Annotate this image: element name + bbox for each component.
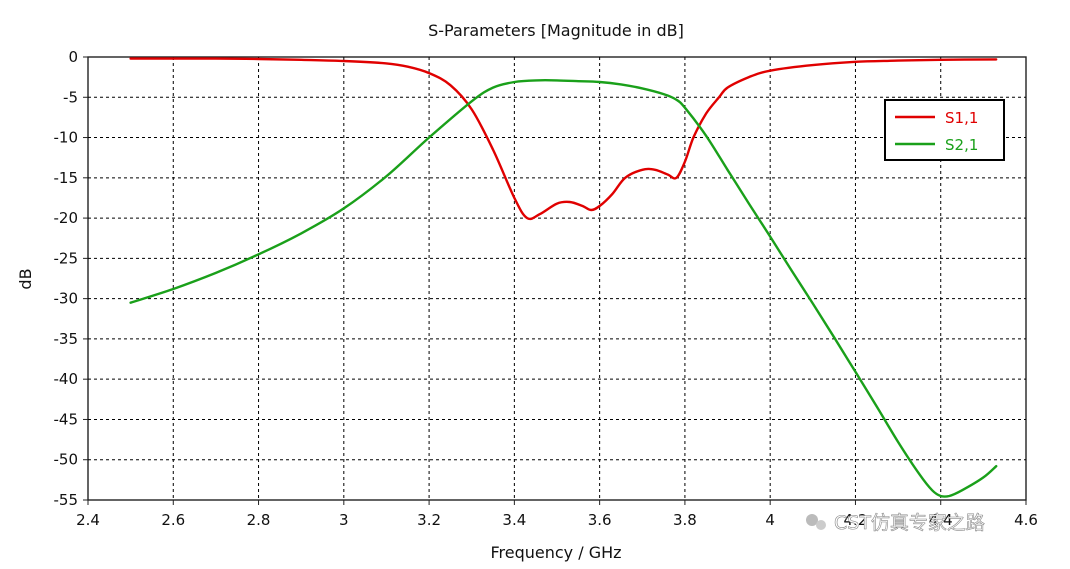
x-axis-label: Frequency / GHz	[490, 543, 621, 562]
series-line-s11	[129, 57, 998, 221]
x-tick-label: 4.6	[1014, 511, 1038, 529]
y-tick-label: -15	[54, 169, 79, 187]
y-tick-label: -25	[54, 249, 79, 267]
x-tick-label: 3.6	[588, 511, 612, 529]
x-tick-label: 4	[765, 511, 775, 529]
x-tick-label: 2.8	[247, 511, 271, 529]
y-tick-label: -10	[54, 129, 79, 147]
legend-label-s21: S2,1	[945, 136, 978, 154]
x-tick-label: 3	[339, 511, 349, 529]
x-tick-label: 4.2	[844, 511, 868, 529]
x-tick-label: 3.4	[502, 511, 526, 529]
series-line-s21	[129, 79, 998, 498]
y-axis-label: dB	[16, 268, 35, 289]
chart-title: S-Parameters [Magnitude in dB]	[428, 21, 684, 40]
wechat-icon-bubble	[806, 514, 818, 526]
y-tick-label: -35	[54, 330, 79, 348]
y-tick-label: -20	[54, 209, 79, 227]
x-axis-ticks: 2.4 2.6 2.8 3 3.2 3.4 3.6 3.8 4 4.2 4.4 4.6	[76, 500, 1038, 529]
plot-area	[87, 56, 1027, 501]
y-tick-label: -40	[54, 370, 79, 388]
y-tick-label: -50	[54, 451, 79, 469]
legend-label-s11: S1,1	[945, 109, 978, 127]
watermark: CST仿真专家之路	[803, 509, 985, 535]
wechat-icon-bubble-2	[816, 520, 826, 530]
x-tick-label: 3.2	[417, 511, 441, 529]
y-tick-label: 0	[68, 48, 78, 66]
x-tick-label: 3.8	[673, 511, 697, 529]
y-tick-label: -45	[54, 410, 79, 428]
y-tick-label: -5	[63, 88, 78, 106]
legend: S1,1 S2,1	[884, 99, 1005, 161]
x-tick-label: 4.4	[929, 511, 953, 529]
y-tick-label: -55	[54, 491, 79, 509]
series-lines	[129, 57, 998, 498]
watermark-text: CST仿真专家之路	[834, 512, 985, 534]
x-tick-label: 2.4	[76, 511, 100, 529]
x-tick-label: 2.6	[161, 511, 185, 529]
y-tick-label: -30	[54, 290, 79, 308]
grid-lines	[88, 57, 1026, 500]
y-axis-ticks: 0 -5 -10 -15 -20 -25 -30 -35 -40 -45 -50 -55	[54, 48, 88, 509]
legend-box	[884, 99, 1005, 161]
